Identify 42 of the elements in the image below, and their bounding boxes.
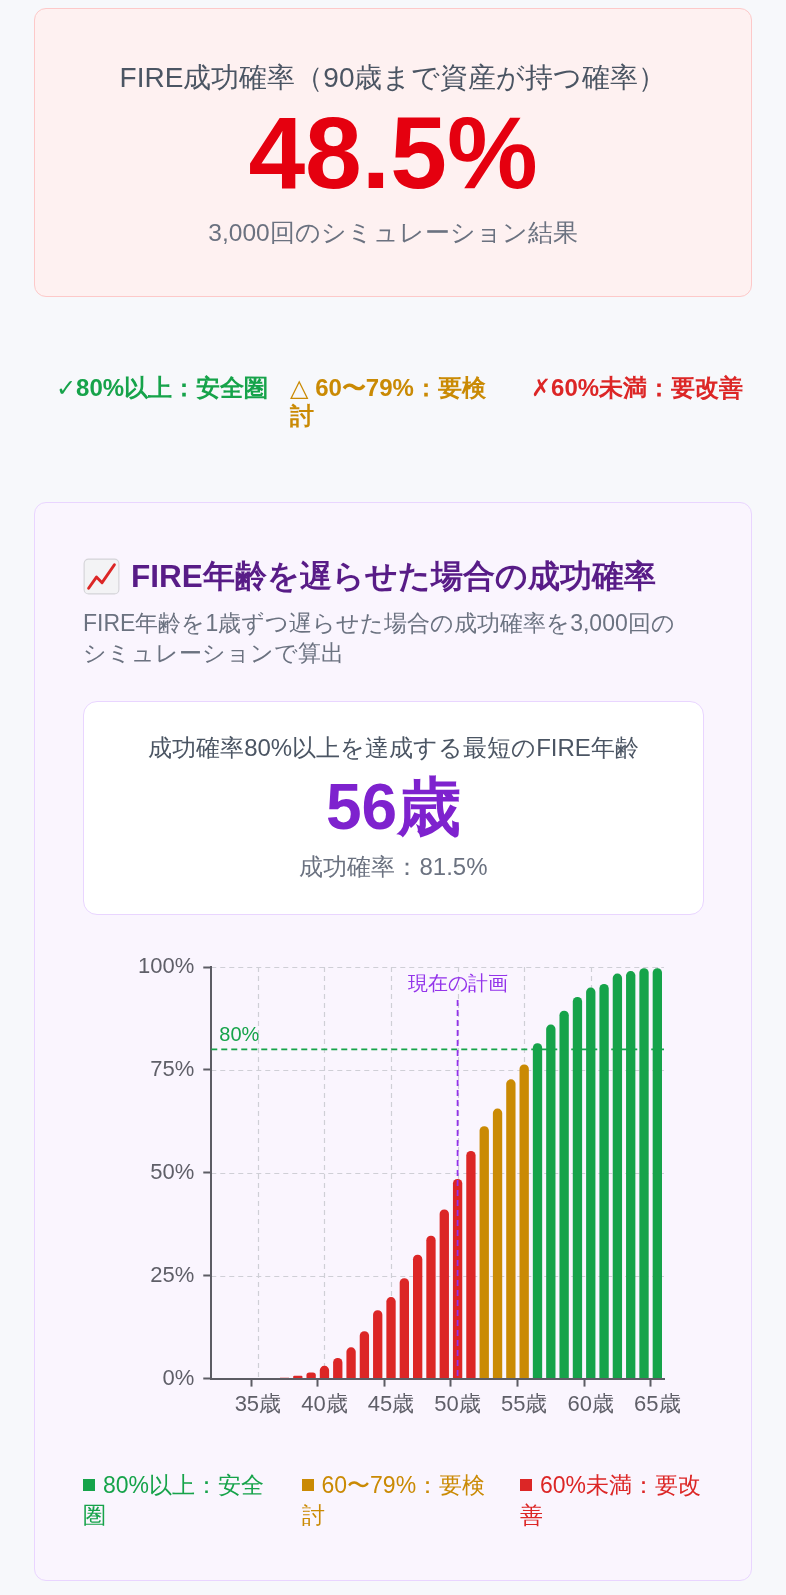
y-tick-label: 50% bbox=[150, 1158, 195, 1184]
text: FIRE成功確率（90歳まで資産が持つ確率） bbox=[118, 61, 668, 95]
text: ✗60%未満：要改善 bbox=[531, 374, 745, 402]
x-tick-label: 50歳 bbox=[434, 1390, 481, 1416]
bar bbox=[426, 1235, 436, 1379]
chart-title: FIRE年齢を遅らせた場合の成功確率 bbox=[131, 557, 656, 596]
bar bbox=[492, 1108, 503, 1379]
ref-line-label: 80% bbox=[219, 1022, 260, 1045]
bar bbox=[479, 1126, 489, 1379]
bar bbox=[386, 1297, 396, 1379]
x-tick-label: 60歳 bbox=[567, 1390, 615, 1416]
bar bbox=[466, 1150, 476, 1379]
x-tick-label: 35歳 bbox=[234, 1390, 282, 1416]
legend-label: 60〜79%：要検討 bbox=[301, 1472, 486, 1528]
bar bbox=[413, 1254, 423, 1379]
legend-label: 80%以上：安全圏 bbox=[83, 1472, 265, 1528]
ref-line-label: 現在の計画 bbox=[407, 971, 508, 994]
y-tick-label: 0% bbox=[162, 1364, 195, 1390]
text: 成功確率：81.5% bbox=[298, 852, 489, 882]
y-tick-label: 75% bbox=[150, 1055, 195, 1081]
x-tick-label: 45歳 bbox=[367, 1390, 415, 1416]
text: △ 60〜79%：要検討 bbox=[290, 374, 487, 430]
text: 3,000回のシミュレーション結果 bbox=[207, 218, 579, 248]
bar bbox=[439, 1209, 449, 1379]
bar bbox=[399, 1278, 410, 1379]
bar bbox=[359, 1331, 370, 1379]
bar bbox=[346, 1347, 356, 1379]
text: ✓80%以上：安全圏 bbox=[56, 374, 270, 402]
y-tick-label: 25% bbox=[150, 1261, 195, 1287]
legend-label: 60%未満：要改善 bbox=[520, 1472, 702, 1528]
text: 48.5% bbox=[247, 96, 539, 210]
bar bbox=[506, 1079, 516, 1379]
x-tick-label: 40歳 bbox=[301, 1390, 348, 1416]
text: 成功確率80%以上を達成する最短のFIRE年齢 bbox=[147, 733, 640, 763]
text: 56歳 bbox=[324, 771, 463, 843]
bar bbox=[333, 1358, 343, 1379]
bar bbox=[519, 1064, 529, 1379]
chart-subtitle: FIRE年齢を1歳ずつ遅らせた場合の成功確率を3,000回のシミュレーションで算出 bbox=[83, 609, 676, 668]
x-tick-label: 65歳 bbox=[634, 1390, 681, 1416]
x-tick-label: 55歳 bbox=[500, 1390, 548, 1416]
bar bbox=[373, 1310, 383, 1379]
y-tick-label: 100% bbox=[137, 953, 195, 979]
